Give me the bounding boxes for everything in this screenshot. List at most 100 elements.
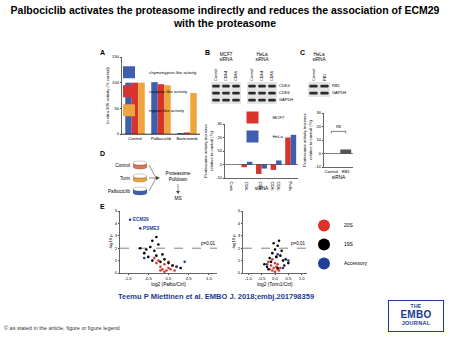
svg-text:CDK6: CDK6 [234, 71, 238, 81]
svg-text:0: 0 [220, 162, 223, 167]
svg-text:HeLa: HeLa [273, 134, 284, 139]
svg-text:Palbociclib: Palbociclib [288, 182, 293, 191]
svg-text:20: 20 [217, 135, 222, 140]
html-text:B: B [205, 49, 211, 56]
svg-text:4: 4 [115, 221, 118, 226]
svg-text:Torin: Torin [120, 176, 130, 181]
svg-text:1.0: 1.0 [206, 276, 212, 281]
svg-text:ns: ns [336, 124, 342, 129]
svg-text:ECM29: ECM29 [133, 217, 149, 222]
svg-text:chymotrypsin-like activity: chymotrypsin-like activity [149, 70, 197, 75]
svg-text:1: 1 [115, 258, 118, 263]
svg-text:CDK4: CDK4 [279, 83, 290, 88]
svg-text:5: 5 [115, 208, 118, 213]
svg-text:3: 3 [115, 233, 118, 238]
svg-text:-0.5: -0.5 [258, 276, 266, 281]
svg-text:-log10 p: -log10 p [231, 234, 236, 250]
html-text:C: C [300, 49, 306, 56]
svg-text:log2 (Palbo/Ctrl): log2 (Palbo/Ctrl) [151, 282, 186, 287]
svg-text:4: 4 [238, 221, 241, 226]
svg-text:Bortezomib: Bortezomib [176, 136, 198, 141]
svg-text:Palbociclib: Palbociclib [151, 136, 172, 141]
svg-text:150: 150 [112, 54, 120, 59]
svg-text:20: 20 [316, 124, 321, 129]
svg-text:CDK4&CDK6: CDK4&CDK6 [270, 182, 280, 191]
svg-text:0.5: 0.5 [285, 276, 291, 281]
html-text:A: A [100, 49, 106, 56]
svg-text:0.0: 0.0 [166, 276, 172, 281]
svg-text:Control: Control [214, 69, 218, 81]
svg-text:0: 0 [115, 270, 118, 275]
svg-text:PSME3: PSME3 [143, 226, 160, 231]
svg-text:siRNA: siRNA [255, 57, 269, 62]
svg-text:0.0: 0.0 [272, 276, 278, 281]
svg-text:5: 5 [238, 208, 241, 213]
svg-text:GAPDH: GAPDH [332, 90, 346, 95]
svg-text:2: 2 [115, 246, 118, 251]
svg-text:MCF7: MCF7 [273, 115, 285, 120]
svg-text:Control: Control [115, 163, 130, 168]
svg-text:Control: Control [312, 69, 316, 81]
svg-text:0: 0 [238, 270, 241, 275]
html-text:© as stated in the article, fi: © as stated in the article, figure or fi… [4, 325, 120, 331]
svg-text:19S: 19S [344, 241, 354, 247]
svg-text:100: 100 [112, 80, 120, 85]
svg-text:Proteasome: Proteasome [166, 171, 191, 176]
svg-text:10: 10 [217, 148, 222, 153]
svg-text:0.5: 0.5 [186, 276, 192, 281]
svg-text:siRNA: siRNA [219, 57, 233, 62]
html-text:THE: THE [410, 303, 422, 309]
svg-text:siRNA: siRNA [255, 186, 269, 191]
svg-text:GAPDH: GAPDH [279, 97, 293, 102]
svg-text:p=0.01: p=0.01 [291, 241, 305, 246]
html-text:D: D [100, 150, 106, 157]
svg-text:-10: -10 [315, 164, 322, 169]
svg-text:RB1: RB1 [342, 169, 351, 174]
svg-text:Proteasome activity increasere: Proteasome activity increaserelative to … [203, 124, 213, 178]
svg-text:-log10 p: -log10 p [108, 234, 113, 250]
svg-text:Control: Control [325, 169, 339, 174]
svg-text:RB1: RB1 [332, 83, 341, 88]
html-text:JOURNAL: JOURNAL [401, 320, 431, 326]
svg-text:In vitro 20S activity (% contr: In vitro 20S activity (% control) [105, 67, 110, 124]
svg-text:0: 0 [117, 131, 120, 136]
svg-text:CDK4: CDK4 [224, 71, 228, 81]
svg-text:CDK6: CDK6 [270, 71, 274, 81]
svg-text:log2 (Torin1/Ctrl): log2 (Torin1/Ctrl) [257, 282, 293, 287]
svg-text:1.0: 1.0 [299, 276, 305, 281]
svg-text:CDK6: CDK6 [258, 182, 263, 191]
svg-text:Control: Control [229, 182, 234, 191]
svg-text:siRNA: siRNA [332, 175, 346, 180]
html-text:EMBO: EMBO [400, 309, 432, 320]
svg-text:-1.0: -1.0 [245, 276, 253, 281]
svg-text:20S: 20S [344, 222, 354, 228]
svg-text:CDK4: CDK4 [244, 182, 249, 191]
svg-text:MS: MS [174, 196, 181, 201]
svg-text:p=0.01: p=0.01 [201, 241, 215, 246]
svg-text:2: 2 [238, 246, 241, 251]
svg-text:CDK6: CDK6 [279, 90, 290, 95]
svg-text:Control: Control [250, 69, 254, 81]
svg-text:1: 1 [238, 258, 241, 263]
svg-text:RB1: RB1 [323, 74, 327, 81]
svg-text:CDK4: CDK4 [260, 71, 264, 81]
svg-text:Proteasome activity increasere: Proteasome activity increaserelative to … [302, 113, 312, 167]
svg-text:30: 30 [316, 110, 321, 115]
svg-text:caspase-like activity: caspase-like activity [149, 89, 188, 94]
svg-text:-10: -10 [216, 175, 223, 180]
svg-text:siRNA: siRNA [312, 57, 326, 62]
svg-text:10: 10 [316, 137, 321, 142]
html-text:Palbociclib activates the prot: Palbociclib activates the proteasome ind… [10, 4, 440, 29]
svg-text:trypsin-like activity: trypsin-like activity [149, 108, 185, 113]
svg-text:Accessory: Accessory [344, 260, 368, 266]
svg-text:0: 0 [319, 151, 322, 156]
html-text:Teemu P Miettinen et al. EMBO: Teemu P Miettinen et al. EMBO J. 2018;em… [118, 292, 315, 301]
svg-text:-0.5: -0.5 [145, 276, 153, 281]
svg-text:Palbociclib: Palbociclib [108, 189, 130, 194]
svg-text:50: 50 [114, 106, 119, 111]
svg-text:30: 30 [217, 121, 222, 126]
svg-text:Control: Control [128, 136, 142, 141]
svg-text:3: 3 [238, 233, 241, 238]
svg-text:Pulldown: Pulldown [169, 177, 188, 182]
svg-text:-1.0: -1.0 [124, 276, 132, 281]
